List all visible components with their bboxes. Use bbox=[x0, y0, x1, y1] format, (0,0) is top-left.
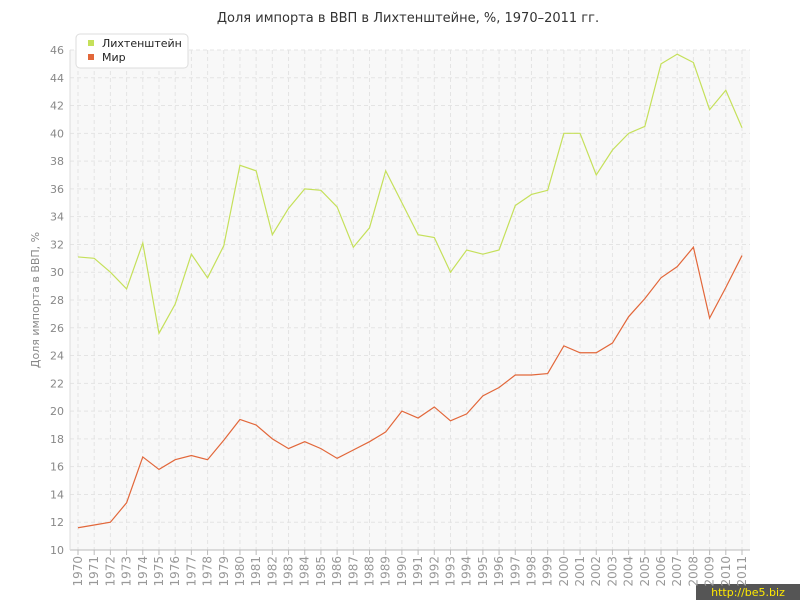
x-tick-label: 1982 bbox=[265, 556, 279, 587]
x-tick-label: 1983 bbox=[282, 556, 296, 587]
x-tick-label: 1986 bbox=[330, 556, 344, 587]
x-tick-label: 1992 bbox=[427, 556, 441, 587]
y-tick-label: 40 bbox=[50, 127, 64, 140]
x-tick-label: 1998 bbox=[524, 556, 538, 587]
x-tick-label: 1999 bbox=[541, 556, 555, 587]
y-axis-label: Доля импорта в ВВП, % bbox=[29, 232, 42, 368]
y-tick-label: 44 bbox=[50, 72, 64, 85]
x-tick-label: 1993 bbox=[443, 556, 457, 587]
y-tick-label: 22 bbox=[50, 377, 64, 390]
x-tick-label: 2004 bbox=[622, 556, 636, 587]
x-tick-label: 1974 bbox=[136, 556, 150, 587]
y-tick-label: 14 bbox=[50, 488, 64, 501]
watermark: http://be5.biz bbox=[711, 586, 785, 599]
x-tick-label: 1976 bbox=[168, 556, 182, 587]
y-tick-label: 34 bbox=[50, 211, 64, 224]
legend-label: Лихтенштейн bbox=[102, 37, 182, 50]
x-tick-label: 1971 bbox=[87, 556, 101, 587]
y-tick-label: 28 bbox=[50, 294, 64, 307]
y-tick-label: 18 bbox=[50, 433, 64, 446]
x-tick-label: 1973 bbox=[120, 556, 134, 587]
x-tick-label: 1996 bbox=[492, 556, 506, 587]
x-tick-label: 2006 bbox=[654, 556, 668, 587]
x-tick-label: 1987 bbox=[346, 556, 360, 587]
x-tick-label: 1990 bbox=[395, 556, 409, 587]
legend-box bbox=[75, 33, 189, 69]
x-tick-label: 1995 bbox=[476, 556, 490, 587]
x-tick-label: 2008 bbox=[686, 556, 700, 587]
x-tick-label: 2011 bbox=[735, 556, 749, 587]
y-tick-label: 32 bbox=[50, 238, 64, 251]
x-tick-label: 1980 bbox=[233, 556, 247, 587]
x-tick-label: 1994 bbox=[460, 556, 474, 587]
x-tick-label: 1989 bbox=[379, 556, 393, 587]
y-tick-label: 12 bbox=[50, 516, 64, 529]
x-tick-label: 1979 bbox=[217, 556, 231, 587]
watermark-bg bbox=[696, 584, 800, 600]
y-tick-label: 24 bbox=[50, 350, 64, 363]
x-tick-label: 2010 bbox=[719, 556, 733, 587]
x-tick-label: 2003 bbox=[605, 556, 619, 587]
x-tick-label: 1981 bbox=[249, 556, 263, 587]
x-tick-label: 1970 bbox=[71, 556, 85, 587]
legend-swatch bbox=[88, 54, 94, 60]
data-line bbox=[77, 53, 743, 336]
chart-title: Доля импорта в ВВП в Лихтенштейне, %, 19… bbox=[217, 11, 599, 26]
x-tick-label: 1978 bbox=[201, 556, 215, 587]
x-tick-label: 1997 bbox=[508, 556, 522, 587]
x-tick-label: 2002 bbox=[589, 556, 603, 587]
x-tick-label: 1988 bbox=[363, 556, 377, 587]
x-tick-label: 2000 bbox=[557, 556, 571, 587]
y-tick-label: 16 bbox=[50, 461, 64, 474]
x-tick-label: 1977 bbox=[184, 556, 198, 587]
y-tick-label: 10 bbox=[50, 544, 64, 557]
x-tick-label: 1985 bbox=[314, 556, 328, 587]
x-tick-label: 2005 bbox=[638, 556, 652, 587]
y-tick-label: 42 bbox=[50, 100, 64, 113]
x-tick-label: 1991 bbox=[411, 556, 425, 587]
x-tick-label: 1984 bbox=[298, 556, 312, 587]
x-tick-label: 2001 bbox=[573, 556, 587, 587]
y-tick-label: 46 bbox=[50, 44, 64, 57]
data-line bbox=[77, 245, 743, 529]
y-tick-label: 20 bbox=[50, 405, 64, 418]
x-tick-label: 1975 bbox=[152, 556, 166, 587]
x-tick-label: 1972 bbox=[103, 556, 117, 587]
y-tick-label: 26 bbox=[50, 322, 64, 335]
legend-label: Мир bbox=[102, 51, 126, 64]
y-tick-label: 30 bbox=[50, 266, 64, 279]
x-tick-label: 2007 bbox=[670, 556, 684, 587]
x-tick-label: 2009 bbox=[703, 556, 717, 587]
y-tick-label: 36 bbox=[50, 183, 64, 196]
y-tick-label: 38 bbox=[50, 155, 64, 168]
legend-swatch bbox=[88, 40, 94, 46]
